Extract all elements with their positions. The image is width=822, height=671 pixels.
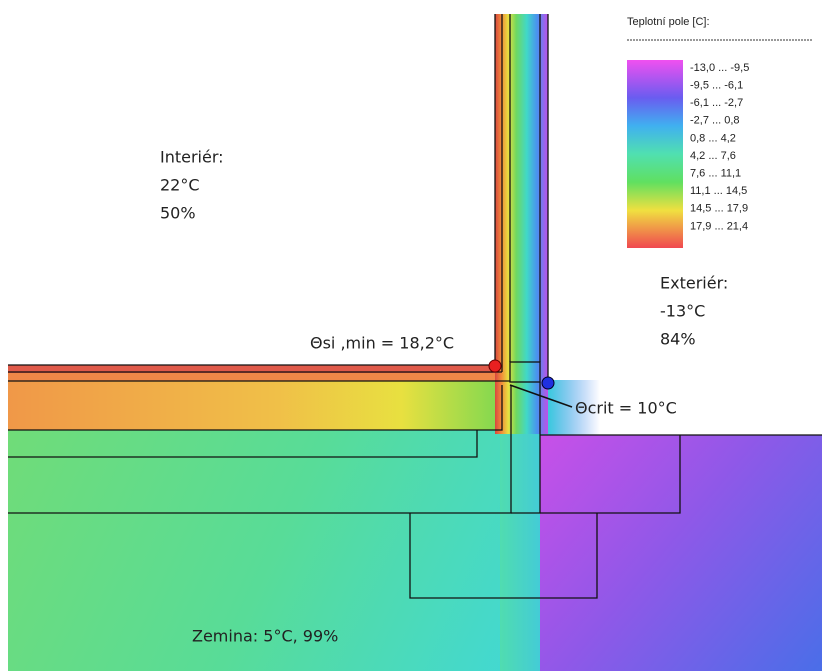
crit-temp-marker	[542, 377, 554, 389]
exterior-label: Exteriér:	[660, 274, 728, 293]
legend-item: 4,2 ... 7,6	[690, 150, 736, 162]
legend-item: -6,1 ... -2,7	[690, 97, 743, 109]
legend: Teplotní pole [C]: -13,0 ... -9,5 -9,5 ..…	[627, 16, 812, 248]
legend-item: -13,0 ... -9,5	[690, 62, 749, 74]
floor-layer	[8, 373, 500, 381]
legend-item: 0,8 ... 4,2	[690, 132, 736, 144]
legend-item: 14,5 ... 17,9	[690, 203, 748, 215]
interior-temperature: 22°C	[160, 176, 200, 195]
interior-label: Interiér:	[160, 148, 224, 167]
legend-item: 17,9 ... 21,4	[690, 220, 748, 232]
legend-item: 11,1 ... 14,5	[690, 185, 747, 197]
legend-item: 7,6 ... 11,1	[690, 168, 741, 180]
ground-label: Zemina: 5°C, 99%	[192, 627, 338, 646]
legend-color-scale	[627, 60, 683, 248]
min-temp-annotation: Θsi ,min = 18,2°C	[310, 334, 454, 353]
interior-humidity: 50%	[160, 204, 196, 223]
exterior-humidity: 84%	[660, 330, 696, 349]
min-temp-marker	[489, 360, 501, 372]
crit-temp-annotation: Θcrit = 10°C	[575, 399, 677, 418]
exterior-ground-field	[540, 435, 822, 671]
thermal-field-diagram: Interiér: 22°C 50% Exteriér: -13°C 84% Θ…	[0, 0, 822, 671]
exterior-temperature: -13°C	[660, 302, 705, 321]
legend-item: -9,5 ... -6,1	[690, 80, 743, 92]
legend-item: -2,7 ... 0,8	[690, 115, 740, 127]
legend-title: Teplotní pole [C]:	[627, 16, 710, 28]
